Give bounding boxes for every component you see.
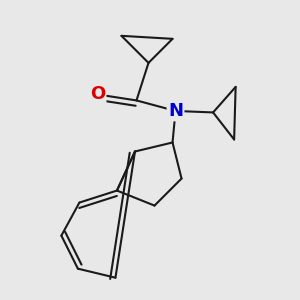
Text: N: N: [168, 102, 183, 120]
Text: O: O: [90, 85, 105, 103]
